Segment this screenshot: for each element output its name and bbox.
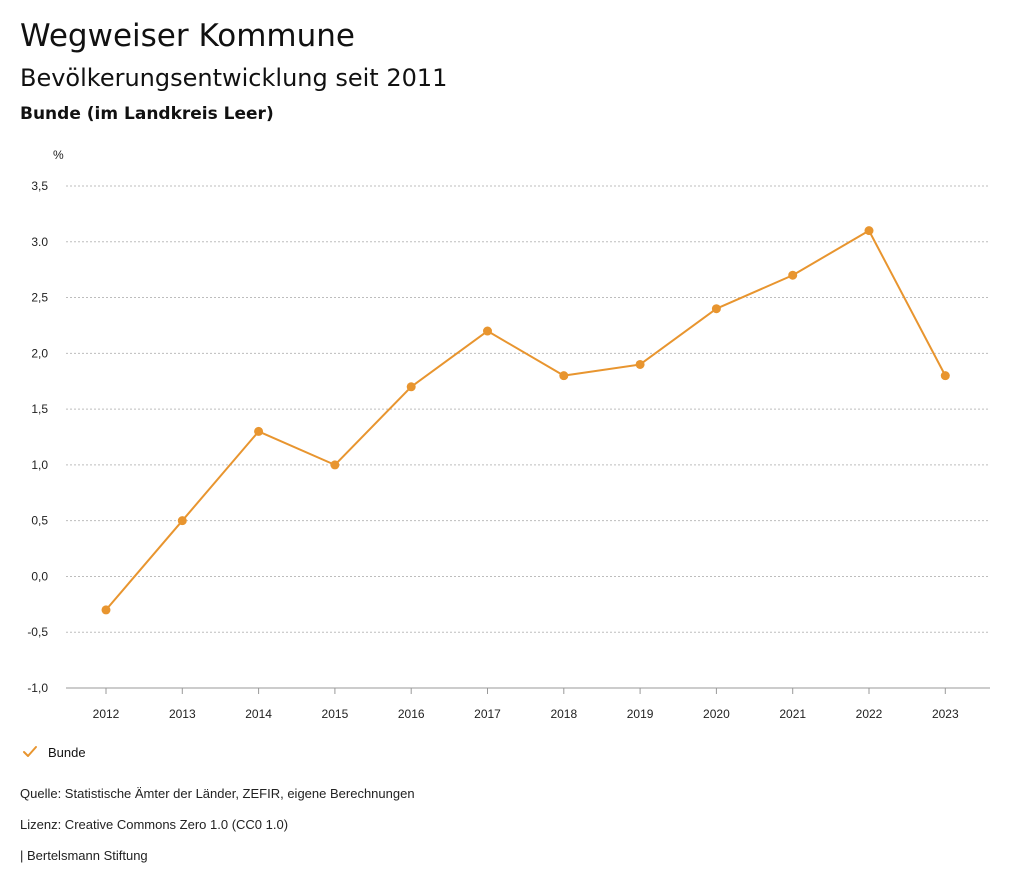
chart-subtitle: Bevölkerungsentwicklung seit 2011 bbox=[20, 64, 448, 92]
data-point-2013[interactable] bbox=[177, 516, 187, 526]
y-tick-label: -1,0 bbox=[27, 681, 48, 695]
chart-legend[interactable]: Bunde bbox=[22, 744, 86, 760]
y-tick-label: 0,0 bbox=[31, 569, 48, 583]
publisher-note[interactable]: | Bertelsmann Stiftung bbox=[20, 848, 148, 863]
y-tick-label: 3,5 bbox=[31, 179, 48, 193]
y-tick-label: 1,0 bbox=[31, 458, 48, 472]
data-point-2016[interactable] bbox=[406, 382, 416, 392]
y-gridlines bbox=[66, 185, 990, 689]
data-point-2015[interactable] bbox=[330, 460, 340, 470]
data-point-2014[interactable] bbox=[254, 426, 264, 436]
data-point-2019[interactable] bbox=[635, 359, 645, 369]
y-tick-label: 0,5 bbox=[31, 514, 48, 528]
y-axis-unit-label: % bbox=[53, 148, 64, 162]
x-tick-label: 2014 bbox=[245, 707, 272, 721]
y-tick-label: 2,0 bbox=[31, 346, 48, 360]
data-point-2018[interactable] bbox=[559, 371, 569, 381]
y-tick-labels: -1,0 -0,5 0,0 0,5 1,0 1,5 2,0 2,5 3.0 3,5 bbox=[27, 179, 48, 695]
data-point-2020[interactable] bbox=[711, 304, 721, 314]
x-tick-label: 2016 bbox=[398, 707, 425, 721]
data-point-2012[interactable] bbox=[101, 605, 111, 615]
x-tick-label: 2017 bbox=[474, 707, 501, 721]
x-tick-label: 2019 bbox=[627, 707, 654, 721]
source-note: Quelle: Statistische Ämter der Länder, Z… bbox=[20, 786, 415, 801]
series-bunde bbox=[101, 226, 950, 615]
license-note[interactable]: Lizenz: Creative Commons Zero 1.0 (CC0 1… bbox=[20, 817, 289, 832]
x-tick-label: 2022 bbox=[856, 707, 883, 721]
legend-label: Bunde bbox=[48, 744, 86, 760]
checkmark-icon bbox=[23, 746, 37, 757]
data-point-2022[interactable] bbox=[864, 226, 874, 236]
x-tick-label: 2013 bbox=[169, 707, 196, 721]
y-tick-label: 2,5 bbox=[31, 291, 48, 305]
y-tick-label: 1,5 bbox=[31, 402, 48, 416]
x-tick-label: 2012 bbox=[93, 707, 120, 721]
x-tick-label: 2018 bbox=[550, 707, 577, 721]
region-label: Bunde (im Landkreis Leer) bbox=[20, 104, 274, 124]
x-tick-label: 2015 bbox=[322, 707, 349, 721]
page-title: Wegweiser Kommune bbox=[20, 18, 355, 54]
y-tick-label: 3.0 bbox=[31, 235, 48, 249]
x-tick-label: 2021 bbox=[779, 707, 806, 721]
data-point-2021[interactable] bbox=[788, 270, 798, 280]
x-tick-label: 2020 bbox=[703, 707, 730, 721]
data-point-2017[interactable] bbox=[483, 326, 492, 336]
line-chart: % -1,0-0,50,00,51,01,52,02,53.03,5 2012 2… bbox=[27, 148, 990, 721]
x-tick-label: 2023 bbox=[932, 707, 959, 721]
data-point-2023[interactable] bbox=[940, 371, 950, 381]
series-line bbox=[105, 229, 947, 611]
y-tick-label: -0,5 bbox=[27, 625, 48, 639]
x-axis: 2012 2013 2014 2015 2016 2017 2018 2019 2020 2021… bbox=[66, 687, 990, 721]
